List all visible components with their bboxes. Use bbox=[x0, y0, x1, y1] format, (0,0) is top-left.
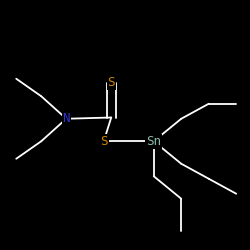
Text: S: S bbox=[108, 76, 115, 89]
Text: N: N bbox=[62, 112, 70, 125]
Text: S: S bbox=[100, 135, 108, 148]
Text: Sn: Sn bbox=[146, 135, 161, 148]
